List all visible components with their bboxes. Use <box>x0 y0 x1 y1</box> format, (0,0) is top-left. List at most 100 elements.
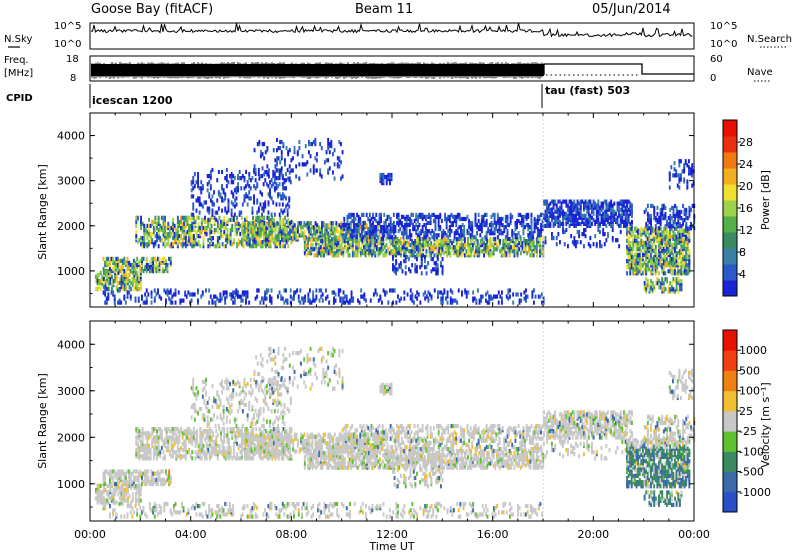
power-cell <box>379 247 381 252</box>
power-cell <box>463 233 466 238</box>
power-cell <box>424 259 426 264</box>
power-cell <box>153 296 156 301</box>
power-cell <box>164 232 166 237</box>
power-cell <box>680 279 683 284</box>
power-cell <box>683 255 686 260</box>
power-cell <box>645 207 648 212</box>
power-cell <box>276 137 278 143</box>
power-cell <box>581 213 584 218</box>
power-cell <box>562 209 565 214</box>
power-cell <box>186 229 189 235</box>
power-cell <box>223 229 226 235</box>
power-cell <box>131 276 134 282</box>
power-cell <box>670 281 673 286</box>
power-cell <box>284 229 287 234</box>
power-cell <box>382 236 385 242</box>
power-cell <box>484 235 486 240</box>
power-cell <box>492 249 495 254</box>
power-cell <box>481 243 484 248</box>
power-cell <box>219 298 222 303</box>
power-cell <box>118 258 121 263</box>
power-cell <box>297 229 299 234</box>
power-cell <box>325 150 328 155</box>
power-cell <box>607 217 609 222</box>
power-cell <box>202 236 205 241</box>
power-cell <box>417 292 420 297</box>
power-cell <box>348 243 351 248</box>
nave-ytick-high: 60 <box>710 54 723 65</box>
power-cell <box>441 269 444 274</box>
power-cell <box>249 229 251 234</box>
power-cell <box>143 238 146 243</box>
power-cell <box>503 249 506 254</box>
power-cell <box>208 174 211 179</box>
power-cell <box>423 239 426 244</box>
power-cell <box>409 249 412 254</box>
power-cell <box>513 241 516 246</box>
power-cell <box>446 247 449 252</box>
power-cell <box>536 231 539 236</box>
power-cell <box>290 236 293 241</box>
power-cell <box>523 236 525 242</box>
power-cell <box>629 234 632 239</box>
power-cell <box>240 294 243 299</box>
power-cell <box>650 216 652 221</box>
power-cell <box>664 287 667 292</box>
power-cell <box>276 168 278 173</box>
power-cell <box>485 231 488 236</box>
power-cell <box>648 213 651 219</box>
power-cell <box>118 298 121 303</box>
power-cell <box>198 200 201 205</box>
power-cell <box>229 240 232 245</box>
power-cell <box>342 290 345 295</box>
power-cell <box>197 196 199 201</box>
power-cell <box>395 259 398 264</box>
power-cell <box>584 234 587 239</box>
power-cell <box>591 203 593 208</box>
power-cell <box>226 240 229 245</box>
power-cell <box>117 300 119 305</box>
power-cell <box>458 225 461 230</box>
power-cell <box>547 207 550 212</box>
power-cell <box>466 229 469 234</box>
power-cell <box>162 232 165 237</box>
power-cell <box>135 238 138 243</box>
power-cell <box>496 235 499 240</box>
power-cell <box>266 148 269 153</box>
power-cell <box>613 217 616 222</box>
power-cell <box>138 287 141 292</box>
power-cell <box>206 174 209 179</box>
power-cell <box>340 243 343 248</box>
power-cell <box>492 236 495 242</box>
power-cell <box>674 269 676 274</box>
power-cell <box>462 236 465 242</box>
power-cell <box>267 172 270 177</box>
power-cell <box>253 225 256 230</box>
power-cell <box>459 236 461 242</box>
power-cell <box>400 231 403 236</box>
power-cell <box>619 213 622 218</box>
power-cell <box>414 255 417 260</box>
power-cell <box>616 219 619 224</box>
power-cell <box>674 257 676 262</box>
power-cell <box>126 290 129 295</box>
power-cell <box>404 271 407 276</box>
power-cell <box>496 294 499 299</box>
power-cell <box>98 278 101 284</box>
power-colorbar-segment <box>723 136 737 153</box>
power-cell <box>537 236 540 242</box>
freq-label-line1: Freq. <box>4 55 29 66</box>
power-cell <box>245 215 248 220</box>
power-cell <box>600 244 603 249</box>
power-cell <box>387 300 390 305</box>
power-cell <box>235 292 238 297</box>
power-cell <box>231 215 234 220</box>
power-cell <box>599 211 601 216</box>
power-cell <box>193 292 196 297</box>
power-cell <box>571 240 574 245</box>
power-cell <box>233 188 236 193</box>
power-cell <box>629 244 632 249</box>
power-cell <box>427 261 430 266</box>
power-cell <box>217 298 220 303</box>
power-cell <box>447 229 450 234</box>
